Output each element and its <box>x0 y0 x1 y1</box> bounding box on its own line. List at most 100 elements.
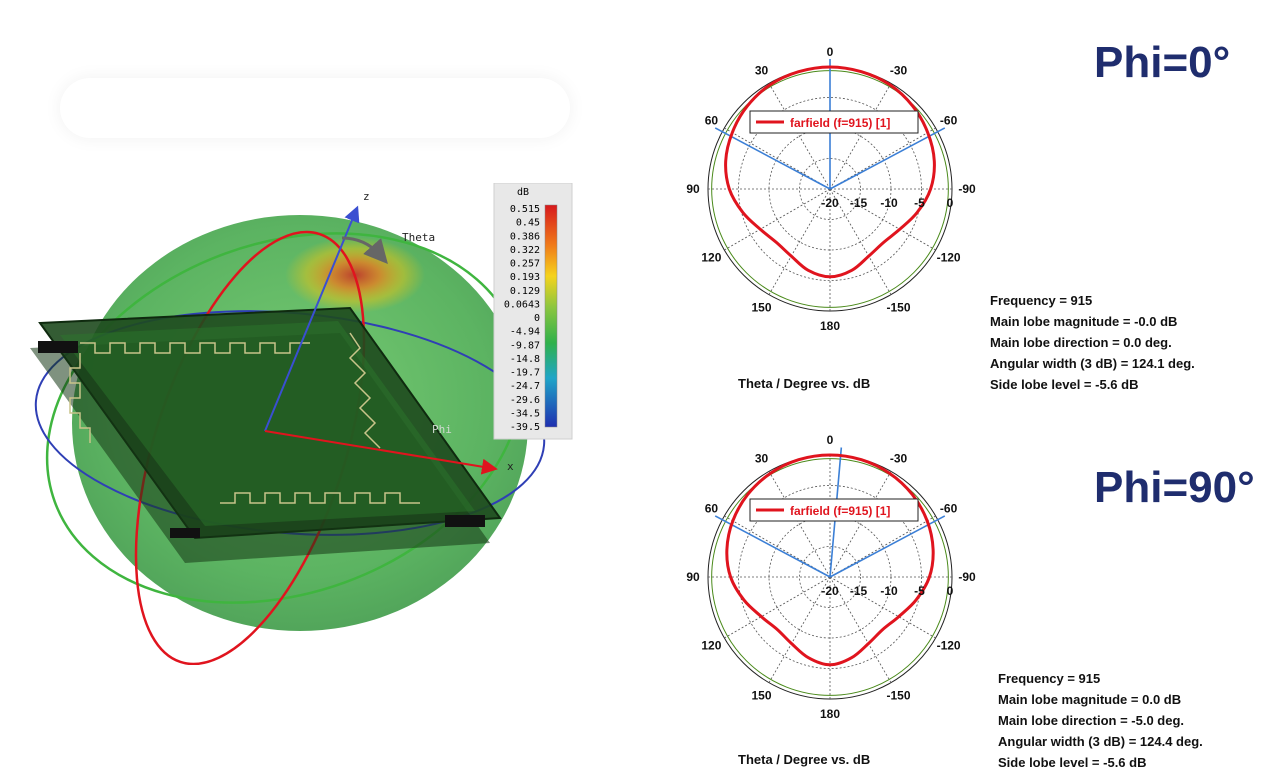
phi90-angle-tick-label: 90 <box>686 570 700 584</box>
colorbar-tick-label: -19.7 <box>510 368 540 379</box>
phi90-grid-circle <box>738 485 922 669</box>
phi0-grid-circle <box>738 97 922 281</box>
colorbar-tick-label: -4.94 <box>510 327 540 338</box>
phi90-angle-tick-label: 30 <box>755 451 769 465</box>
phi90-info-sidelobe: Side lobe level = -5.6 dB <box>998 755 1147 770</box>
phi90-angle-tick-label: -150 <box>886 689 910 703</box>
z-axis <box>264 205 360 432</box>
phi0-info-direction: Main lobe direction = 0.0 deg. <box>990 335 1172 350</box>
phi0-radial-tick-label: -5 <box>914 196 925 210</box>
phi0-beamwidth-line <box>714 127 831 190</box>
phi90-legend: farfield (f=915) [1] <box>749 498 919 522</box>
phi0-grid-spoke <box>768 188 831 295</box>
phi0-angle-tick-label: -30 <box>890 63 908 77</box>
phi90-info-frequency: Frequency = 915 <box>998 671 1101 686</box>
blank-highlight-box <box>60 78 570 138</box>
phi0-radial-tick-label: -10 <box>880 196 898 210</box>
phi90-angle-tick-label: -120 <box>937 639 961 653</box>
3d-pattern-svg: z x Theta Phi dB 0.515 0.45 0.386 0.322 0.25… <box>30 182 573 666</box>
colorbar-tick-label: -39.5 <box>510 422 540 433</box>
phi90-radial-tick-label: -5 <box>914 584 925 598</box>
phi90-info-direction: Main lobe direction = -5.0 deg. <box>998 713 1185 728</box>
phi0-angle-tick-label: 90 <box>686 182 700 196</box>
phi90-angle-tick-label: 0 <box>827 433 834 447</box>
phi90-reference-circle <box>711 458 949 696</box>
phi0-info-magnitude: Main lobe magnitude = -0.0 dB <box>990 314 1178 329</box>
phi-label: Phi <box>432 423 452 436</box>
phi0-grid-spoke <box>724 188 831 251</box>
phi0-angle-tick-label: 60 <box>705 114 719 128</box>
phi0-angle-tick-label: 180 <box>820 319 840 333</box>
colorbar-tick-label: 0 <box>534 313 540 324</box>
phi90-angle-tick-label: 150 <box>751 689 771 703</box>
phi0-info-sidelobe: Side lobe level = -5.6 dB <box>990 377 1139 392</box>
phi90-grid-spoke <box>768 576 831 683</box>
phi90-angle-tick-label: 60 <box>705 502 719 516</box>
phi90-info-magnitude: Main lobe magnitude = 0.0 dB <box>998 692 1182 707</box>
phi90-legend-label: farfield (f=915) [1] <box>790 504 890 518</box>
phi0-grid-spoke <box>829 188 892 295</box>
colorbar-tick-label: -29.6 <box>510 395 540 406</box>
phi90-angle-tick-label: 180 <box>820 707 840 721</box>
phi0-info-frequency: Frequency = 915 <box>990 293 1093 308</box>
phi0-grid-spoke <box>829 83 892 190</box>
phi0-info-width: Angular width (3 dB) = 124.1 deg. <box>990 356 1195 371</box>
phi0-angle-tick-label: -60 <box>940 114 958 128</box>
phi90-grid-spoke <box>829 576 892 683</box>
colorbar-tick-label: -34.5 <box>510 408 540 419</box>
phi90-grid-spoke <box>724 576 831 639</box>
phi0-beamwidth-line <box>829 127 946 190</box>
phi90-grid-spoke <box>768 471 831 578</box>
phi90-info-block: Frequency = 915 Main lobe magnitude = 0.… <box>998 668 1203 773</box>
colorbar-tick-label: 0.322 <box>510 245 540 256</box>
colorbar-tick-label: 0.257 <box>510 259 540 270</box>
theta-label: Theta <box>402 231 435 244</box>
x-axis-label: x <box>507 460 514 473</box>
phi90-farfield-curve <box>725 453 935 667</box>
colorbar-tick-label: 0.193 <box>510 272 540 283</box>
phi90-angle-tick-label: -30 <box>890 451 908 465</box>
phi90-grid-spoke <box>829 471 892 578</box>
phi0-farfield-curve <box>724 65 936 279</box>
phi90-beamwidth-line <box>714 515 831 578</box>
phi0-angle-tick-label: -150 <box>886 301 910 315</box>
phi90-title: Phi=90° <box>1094 463 1255 512</box>
phi0-radial-tick-label: 0 <box>947 196 954 210</box>
phi0-radial-tick-label: -15 <box>850 196 868 210</box>
phi0-radial-tick-label: -20 <box>821 196 839 210</box>
phi0-angle-tick-label: -90 <box>958 182 976 196</box>
phi0-legend-label: farfield (f=915) [1] <box>790 116 890 130</box>
colorbar-tick-label: -9.87 <box>510 340 540 351</box>
phi90-info-width: Angular width (3 dB) = 124.4 deg. <box>998 734 1203 749</box>
phi0-angle-tick-label: 0 <box>827 45 834 59</box>
colorbar-tick-label: 0.129 <box>510 286 540 297</box>
phi90-grid-spoke <box>829 576 936 639</box>
colorbar-tick-label: 0.386 <box>510 231 540 242</box>
phi90-angle-tick-label: -60 <box>940 502 958 516</box>
phi90-radial-tick-label: -15 <box>850 584 868 598</box>
phi90-angle-tick-label: -90 <box>958 570 976 584</box>
phi90-beamwidth-line <box>829 515 946 578</box>
phi90-grid-circle <box>799 546 861 608</box>
phi0-info-block: Frequency = 915 Main lobe magnitude = -0… <box>990 290 1195 395</box>
colorbar-tick-label: -14.8 <box>510 354 540 365</box>
phi0-title: Phi=0° <box>1094 38 1231 87</box>
x-axis <box>264 430 498 475</box>
colorbar-unit: dB <box>517 187 529 198</box>
z-axis-label: z <box>363 190 370 203</box>
3d-farfield-view: z x Theta Phi dB 0.515 0.45 0.386 0.322 0.25… <box>20 182 573 666</box>
colorbar-tick-label: 0.0643 <box>504 299 540 310</box>
phi0-axis-caption: Theta / Degree vs. dB <box>738 376 871 391</box>
phi90-radial-tick-label: -10 <box>880 584 898 598</box>
colorbar-tick-label: -24.7 <box>510 381 540 392</box>
phi90-radial-tick-label: -20 <box>821 584 839 598</box>
phi0-angle-tick-label: -120 <box>937 251 961 265</box>
phi90-angle-tick-label: 120 <box>701 639 721 653</box>
phi90-radial-tick-label: 0 <box>947 584 954 598</box>
phi0-grid-circle <box>799 158 861 220</box>
phi0-angle-tick-label: 120 <box>701 251 721 265</box>
colorbar-tick-label: 0.45 <box>516 218 540 229</box>
colorbar-tick-label: 0.515 <box>510 204 540 215</box>
